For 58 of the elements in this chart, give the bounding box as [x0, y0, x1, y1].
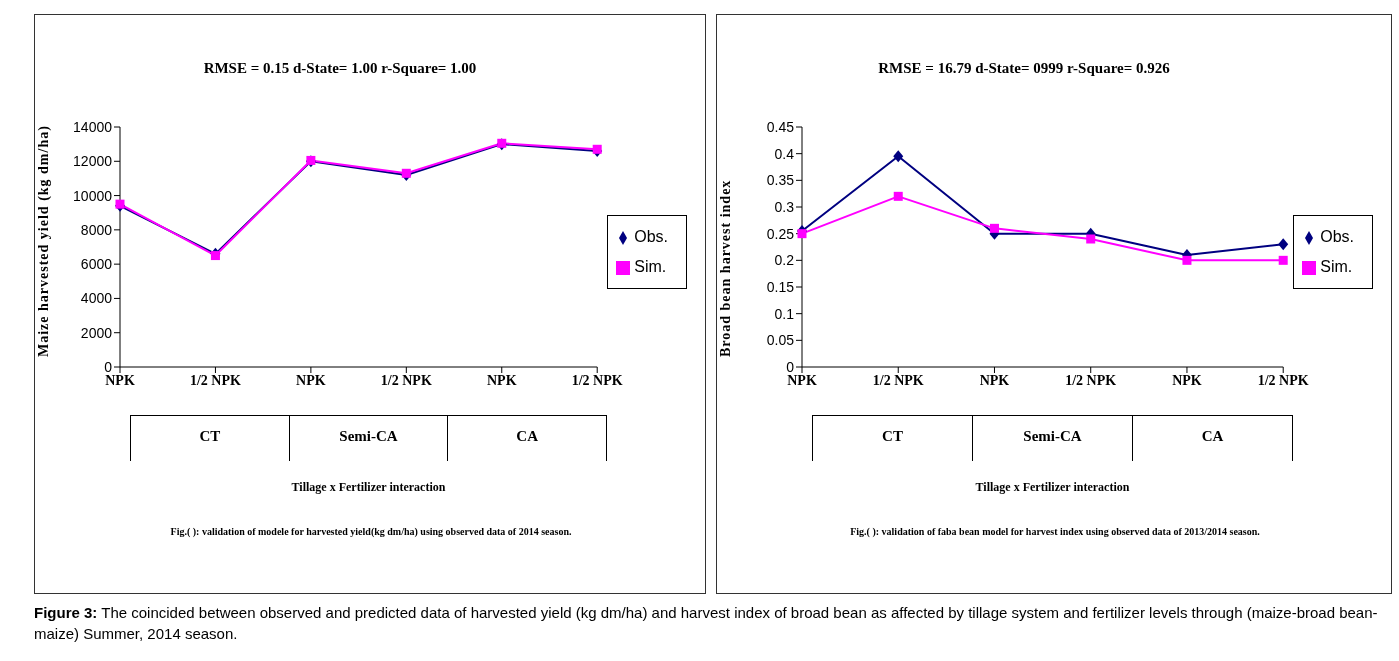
point — [989, 223, 999, 233]
y-tick-label: 0.2 — [774, 252, 795, 269]
point — [1278, 238, 1289, 251]
y-tick-label: 0.05 — [766, 332, 795, 349]
x-tick-label: 1/2 NPK — [189, 372, 242, 388]
x-axis-title: Tillage x Fertilizer interaction — [290, 480, 447, 495]
chart-title: RMSE = 0.15 d-State= 1.00 r-Square= 1.00 — [202, 60, 478, 77]
y-tick-label: 6000 — [80, 256, 113, 273]
x-tick-label: 1/2 NPK — [1257, 372, 1309, 388]
text: CA — [1132, 416, 1293, 461]
y-tick-label: 14000 — [73, 118, 113, 135]
y-tick-label: 12000 — [73, 153, 113, 170]
y-tick-label: 0 — [786, 358, 795, 375]
y-tick-label: 8000 — [80, 221, 113, 238]
y-tick-label: 10000 — [73, 187, 113, 204]
x-tick-label: NPK — [979, 372, 1010, 388]
x-tick-label: NPK — [1172, 372, 1202, 388]
x-tick-label: NPK — [787, 372, 817, 388]
x-tick-label: 1/2 NPK — [380, 372, 432, 388]
x-tick-label: 1/2 NPK — [1065, 372, 1117, 388]
legend-label: Sim. — [1320, 258, 1353, 275]
chart-title: RMSE = 16.79 d-State= 0999 r-Square= 0.926 — [877, 60, 1171, 77]
text: CT — [812, 416, 972, 461]
y-tick-label: 4000 — [80, 290, 113, 307]
x-tick-label: 1/2 NPK — [571, 372, 623, 388]
text: Semi-CA — [288, 416, 448, 461]
y-tick-label: 0 — [104, 358, 113, 375]
point — [893, 150, 904, 163]
text: Semi-CA — [972, 416, 1132, 461]
y-axis-title: Maize harvested yield (kg dm/ha) — [35, 125, 52, 357]
text: CT — [130, 416, 289, 461]
y-tick-label: 0.25 — [766, 225, 795, 242]
caption: Figure 3: The coincided between observed and predicted data of harvested yield (kg dm/ha) and harvest index of broad bean as affected by tillage system and fertilizer levels through (maize-broad bean-maize) Summer, 2014 season. — [34, 603, 1379, 644]
point — [1182, 255, 1192, 265]
text: Fig.( ): validation of modele for harvested yield(kg dm/ha) using observed data of 2014 season. — [169, 525, 573, 539]
y-tick-label: 0.1 — [774, 305, 795, 322]
text: Fig.( ): validation of faba bean model for harvest index using observed data of 2013/2014 season. — [849, 525, 1261, 539]
point — [1086, 234, 1096, 244]
x-tick-label: NPK — [105, 372, 135, 388]
legend-label: Obs. — [634, 228, 668, 245]
x-tick-label: NPK — [296, 372, 326, 388]
x-tick-label: 1/2 NPK — [872, 372, 924, 388]
y-tick-label: 0.3 — [774, 198, 795, 215]
point — [1278, 255, 1288, 265]
point — [893, 191, 903, 201]
y-tick-label: 0.4 — [774, 145, 795, 162]
legend-label: Obs. — [1320, 228, 1354, 245]
x-tick-label: NPK — [486, 372, 517, 388]
x-axis-title: Tillage x Fertilizer interaction — [974, 480, 1131, 495]
point — [797, 229, 807, 239]
y-tick-label: 0.45 — [766, 118, 795, 135]
y-axis-title: Broad bean harvest index — [717, 179, 733, 357]
text: CA — [447, 416, 608, 461]
legend-label: Sim. — [634, 258, 667, 275]
y-tick-label: 0.15 — [766, 278, 795, 295]
y-tick-label: 2000 — [80, 324, 113, 341]
y-tick-label: 0.35 — [766, 172, 795, 189]
point — [210, 251, 220, 261]
